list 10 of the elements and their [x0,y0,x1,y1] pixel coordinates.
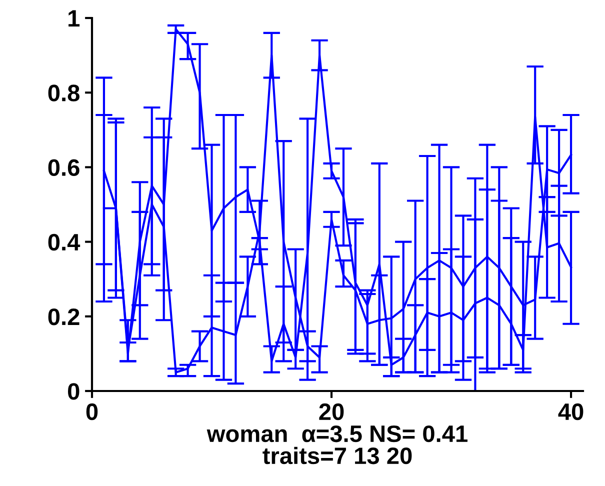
y-tick-label: 0.6 [48,159,80,176]
x-tick-label: 40 [558,403,584,420]
x-axis-title: woman α=3.5 NS= 0.41 traits=7 13 20 [206,425,468,464]
x-tick-label: 20 [319,403,344,420]
y-tick-label: 0.8 [48,84,80,102]
y-tick-label: 0.2 [48,308,80,326]
x-tick-label: 0 [86,403,98,420]
y-tick-label: 0 [68,383,80,400]
y-tick-label: 0.4 [48,234,80,251]
y-tick-label: 1 [68,10,80,27]
